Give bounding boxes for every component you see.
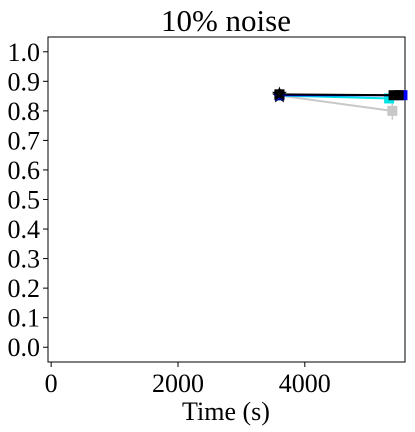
- y-tick-label: 0.9: [8, 67, 41, 96]
- y-tick-label: 0.4: [8, 215, 41, 244]
- y-tick-label: 0.7: [8, 126, 41, 155]
- y-tick-label: 0.8: [8, 97, 41, 126]
- series-line: [279, 94, 393, 112]
- series-5: [271, 86, 287, 101]
- y-tick-label: 1.0: [8, 38, 41, 67]
- x-axis-label: Time (s): [182, 397, 270, 426]
- x-tick-label: 4000: [279, 369, 331, 398]
- x-tick-label: 0: [45, 369, 58, 398]
- x-axis: 0 2000 4000: [45, 362, 331, 398]
- y-tick-label: 0.1: [8, 304, 41, 333]
- data-point-square: [393, 90, 404, 101]
- series-layer: [271, 86, 408, 120]
- y-tick-label: 0.2: [8, 274, 41, 303]
- y-tick-label: 0.5: [8, 186, 41, 215]
- data-point-square: [387, 105, 398, 116]
- chart-title: 10% noise: [161, 3, 291, 38]
- y-tick-label: 0.3: [8, 245, 41, 274]
- y-tick-label: 0.6: [8, 156, 41, 185]
- plot-area: [47, 36, 406, 363]
- series-line: [279, 93, 399, 97]
- y-tick-label: 0.0: [8, 333, 41, 362]
- data-point-star: [271, 86, 287, 101]
- y-axis: 0.00.10.20.30.40.50.60.70.80.91.0: [8, 38, 48, 362]
- data-point-square: [388, 90, 399, 101]
- x-tick-label: 2000: [152, 369, 204, 398]
